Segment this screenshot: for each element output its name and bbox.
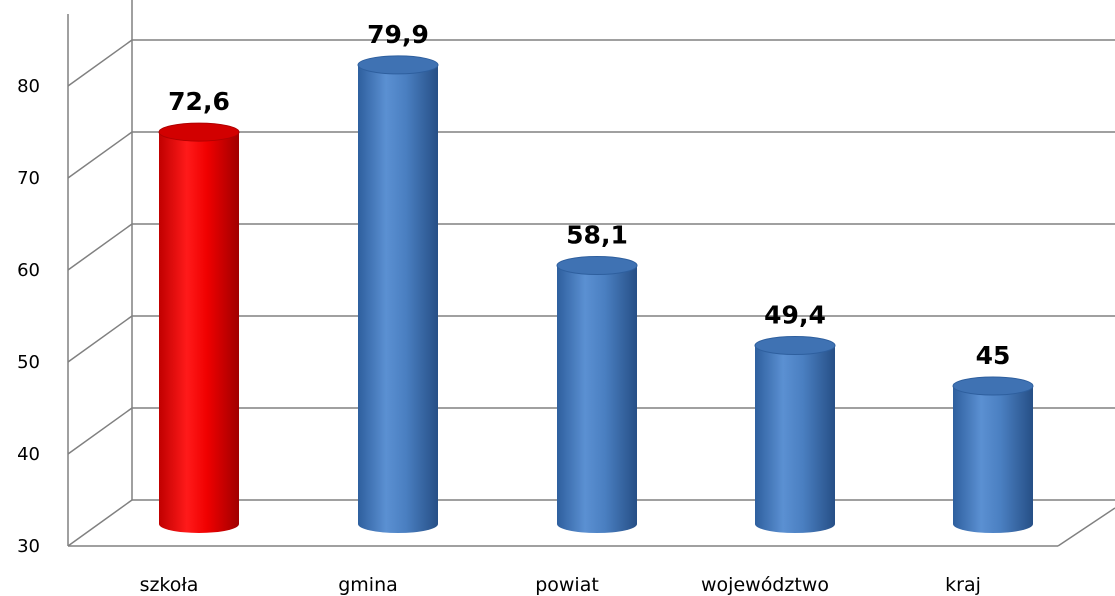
bar-top — [754, 336, 836, 356]
y-tick-label: 30 — [17, 536, 40, 557]
floor-right-edge — [1057, 507, 1115, 547]
gridline-side — [67, 223, 133, 271]
bar-body — [358, 64, 438, 534]
bar-body — [159, 132, 239, 533]
gridline-side — [67, 407, 133, 455]
category-label: gmina — [338, 574, 398, 596]
gridline-side — [67, 315, 133, 363]
data-label: 72,6 — [168, 87, 230, 116]
y-tick-label: 70 — [17, 168, 40, 189]
bar-4 — [754, 336, 836, 533]
bar-5 — [952, 376, 1034, 533]
bar-2 — [357, 55, 439, 534]
data-label: 58,1 — [566, 220, 628, 249]
bar-body — [953, 386, 1033, 533]
category-label: szkoła — [140, 574, 199, 596]
data-label: 49,4 — [764, 301, 826, 330]
y-tick-label: 40 — [17, 444, 40, 465]
data-label: 45 — [976, 341, 1011, 370]
data-label: 79,9 — [367, 20, 429, 49]
gridline-side — [67, 131, 133, 179]
y-tick-label: 80 — [17, 76, 40, 97]
bar-top — [952, 376, 1034, 396]
bar-1 — [158, 122, 240, 533]
bar-top — [357, 55, 439, 75]
gridline-side — [67, 39, 133, 87]
bar-top — [158, 122, 240, 142]
bar-body — [557, 265, 637, 533]
category-label: województwo — [701, 574, 829, 596]
bar-body — [755, 345, 835, 533]
gridline-side — [67, 499, 133, 547]
y-tick-label: 60 — [17, 260, 40, 281]
bar-3 — [556, 255, 638, 533]
category-label: kraj — [945, 574, 981, 596]
bar-top — [556, 255, 638, 275]
category-label: powiat — [535, 574, 599, 596]
y-tick-label: 50 — [17, 352, 40, 373]
